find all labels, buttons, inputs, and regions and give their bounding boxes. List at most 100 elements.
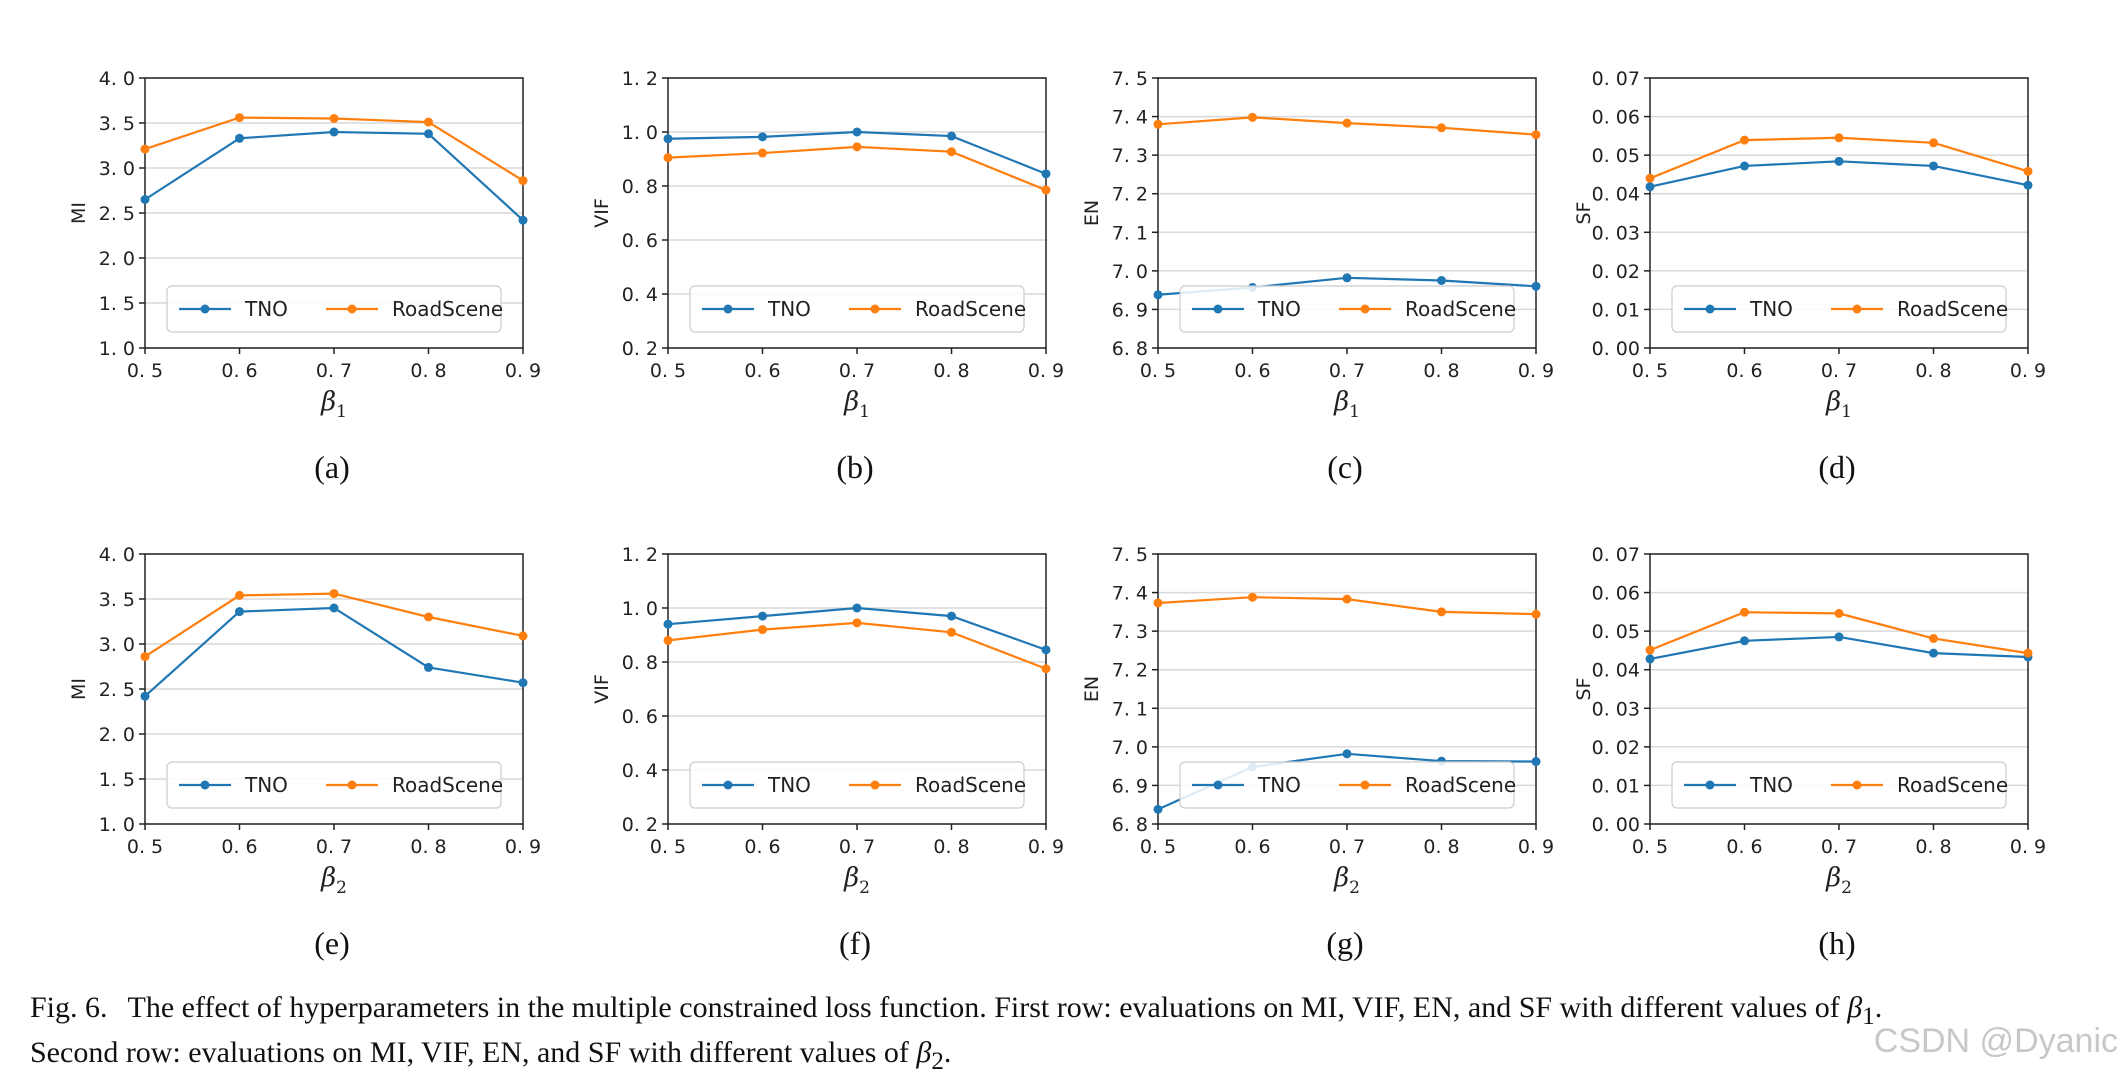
data-point-tno [329,127,339,137]
data-point-tno [663,134,673,144]
y-tick-label: 0. 05 [1592,621,1640,643]
data-point-tno [424,662,433,672]
y-tick-label: 7. 3 [1112,145,1148,167]
legend-label-tno: TNO [767,297,811,321]
data-point-roadscene [1342,118,1352,128]
caption-end-2: . [943,1036,952,1069]
x-tick-label: 0. 7 [839,360,875,382]
legend-marker-roadscene [347,780,357,790]
x-axis-label: β2 [1333,863,1360,898]
y-tick-label: 0. 01 [1592,775,1640,797]
x-tick-label: 0. 7 [316,360,352,382]
y-tick-label: 0. 02 [1592,737,1640,759]
data-point-tno [235,133,244,143]
y-tick-label: 0. 02 [1592,261,1640,283]
data-point-roadscene [852,618,862,628]
x-tick-label: 0. 6 [1726,836,1762,858]
x-tick-label: 0. 5 [650,836,686,858]
x-tick-label: 0. 9 [2010,360,2046,382]
y-tick-label: 3. 5 [99,113,135,135]
x-tick-label: 0. 9 [1028,836,1064,858]
data-point-tno [1740,161,1749,171]
x-tick-label: 0. 5 [650,360,686,382]
legend-label-tno: TNO [1257,297,1301,321]
x-tick-label: 0. 5 [127,360,163,382]
y-tick-label: 3. 0 [99,634,135,656]
y-tick-label: 7. 4 [1112,583,1148,605]
data-point-roadscene [140,144,150,154]
y-axis-label: EN [1081,676,1103,702]
y-axis-label: MI [68,678,90,700]
legend-label-roadscene: RoadScene [392,773,503,797]
y-tick-label: 7. 2 [1112,184,1148,206]
y-tick-label: 1. 0 [99,814,135,836]
data-point-tno [1531,757,1541,767]
subfigure-label: (a) [314,449,350,485]
legend-marker-tno [723,780,733,790]
data-point-roadscene [758,148,767,158]
x-tick-label: 0. 7 [1821,360,1857,382]
y-axis-label: SF [1573,202,1595,225]
x-tick-label: 0. 6 [1726,360,1762,382]
caption-fig-label: Fig. 6. [30,991,108,1024]
data-point-roadscene [1834,133,1844,143]
x-axis-label: β2 [1825,863,1852,898]
data-point-roadscene [1740,607,1749,617]
data-point-tno [2023,180,2033,190]
legend-label-roadscene: RoadScene [1405,773,1516,797]
y-tick-label: 7. 5 [1112,68,1148,90]
data-point-roadscene [329,114,339,123]
data-point-tno [1531,281,1541,291]
series-line-tno [667,606,1047,651]
data-point-roadscene [235,113,244,123]
chart-panel-7: 6. 8 6. 9 7. 0 7. 1 7. 2 7. 3 7. 4 7. 5 0. 5 0. 6… [1081,544,1554,961]
y-tick-label: 0. 00 [1592,814,1640,836]
chart-panel-5: 1. 0 1. 5 2. 0 2. 5 3. 0 3. 5 4. 0 0. 5 0. 6 0. 7… [68,544,541,961]
legend-label-roadscene: RoadScene [915,297,1026,321]
y-tick-label: 6. 9 [1112,775,1148,797]
x-tick-label: 0. 7 [1821,836,1857,858]
x-tick-label: 0. 9 [505,360,541,382]
data-point-roadscene [663,635,673,645]
y-tick-label: 2. 5 [99,203,135,225]
legend-marker-tno [200,304,210,314]
y-tick-label: 0. 05 [1592,145,1640,167]
y-tick-label: 0. 6 [622,230,658,252]
data-point-roadscene [518,631,528,641]
x-tick-label: 0. 9 [505,836,541,858]
x-tick-label: 0. 7 [1329,836,1365,858]
data-point-tno [1834,632,1844,642]
data-point-roadscene [947,147,956,157]
data-point-tno [140,691,150,701]
caption-text-2: Second row: evaluations on MI, VIF, EN, … [30,1036,917,1069]
legend-label-roadscene: RoadScene [1897,773,2008,797]
y-tick-label: 1. 2 [622,68,658,90]
data-point-roadscene [424,117,433,127]
y-tick-label: 1. 2 [622,544,658,566]
x-tick-label: 0. 9 [1518,360,1554,382]
subfigure-label: (h) [1818,925,1855,961]
data-point-roadscene [1437,607,1446,617]
x-tick-label: 0. 5 [127,836,163,858]
data-point-tno [1153,290,1163,300]
data-point-tno [947,611,956,621]
x-tick-label: 0. 8 [1423,836,1459,858]
y-axis-label: VIF [591,198,613,228]
data-point-roadscene [663,153,673,163]
x-tick-label: 0. 5 [1140,836,1176,858]
data-point-roadscene [1740,135,1749,145]
data-point-tno [1342,749,1352,759]
caption-line-2: Second row: evaluations on MI, VIF, EN, … [30,1035,2110,1080]
y-tick-label: 7. 1 [1112,698,1148,720]
data-point-roadscene [1437,123,1446,133]
legend-label-roadscene: RoadScene [1897,297,2008,321]
data-point-tno [1041,645,1051,655]
x-tick-label: 0. 8 [1915,836,1951,858]
y-tick-label: 1. 0 [622,598,658,620]
data-point-roadscene [2023,648,2033,658]
y-tick-label: 1. 5 [99,769,135,791]
data-point-tno [1342,273,1352,283]
data-point-roadscene [1531,130,1541,140]
x-axis-label: β1 [320,387,347,422]
